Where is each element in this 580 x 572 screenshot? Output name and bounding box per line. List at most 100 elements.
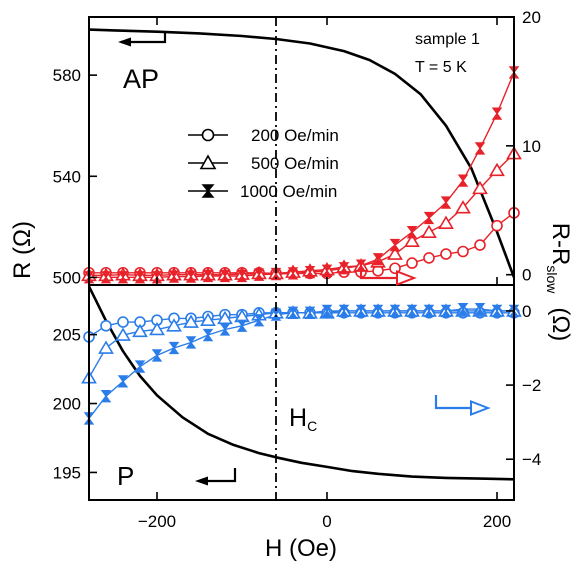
top-hourglass-marker	[134, 271, 146, 284]
bottom-annotations: HC P	[117, 395, 491, 491]
bottom-left-tick-label: 195	[53, 463, 81, 482]
bottom-series-markers-layer	[81, 302, 522, 425]
legend-label-500: 500 Oe/min	[251, 154, 339, 173]
top-circle-marker	[474, 239, 486, 251]
bottom-hourglass-marker	[236, 319, 248, 332]
bottom-triangle-marker	[132, 323, 148, 338]
top-series-line-0	[89, 212, 515, 275]
hc-label: HC	[289, 404, 317, 434]
legend-triangle-icon	[199, 154, 217, 170]
bottom-hourglass-marker	[117, 375, 129, 388]
bottom-hourglass-marker	[474, 302, 486, 316]
top-triangle-marker	[404, 233, 420, 247]
bottom-hourglass-marker	[168, 341, 180, 355]
bottom-hourglass-marker	[491, 304, 503, 318]
x-tick-label: −200	[138, 512, 176, 531]
legend-label-200: 200 Oe/min	[251, 126, 339, 145]
top-triangle-marker	[455, 200, 471, 214]
top-left-tick-label: 540	[53, 167, 81, 186]
axis-titles: H (Oe) R (Ω) R-Rslow(Ω)	[9, 221, 574, 562]
left-y-axis-title: R (Ω)	[9, 221, 36, 279]
top-left-tick-label: 500	[53, 268, 81, 287]
bottom-hourglass-marker	[219, 323, 231, 336]
bottom-hourglass-marker	[389, 304, 401, 318]
top-hourglass-marker	[236, 269, 248, 283]
bottom-hourglass-marker	[270, 308, 282, 321]
bottom-right-arrow-head	[470, 400, 491, 416]
legend-entry-1000: 1000 Oe/min	[188, 182, 337, 201]
bottom-hourglass-marker	[185, 336, 197, 349]
bottom-right-arrow	[434, 395, 472, 410]
bottom-hourglass-marker	[355, 304, 367, 318]
x-axis-title: H (Oe)	[265, 535, 337, 562]
bottom-triangle-marker	[166, 318, 182, 332]
bottom-hourglass-marker	[304, 306, 316, 319]
top-hourglass-marker	[219, 269, 231, 283]
top-panel: 500 540 580 0 10 20	[53, 8, 541, 287]
top-hourglass-marker	[168, 270, 180, 283]
top-right-tick-label: 0	[522, 266, 531, 285]
bottom-hourglass-marker	[321, 304, 333, 318]
top-hourglass-marker	[185, 270, 197, 283]
top-hourglass-marker	[253, 268, 265, 281]
top-triangle-marker	[421, 224, 437, 238]
top-black-curve	[88, 28, 516, 278]
bottom-hourglass-marker	[287, 306, 299, 319]
bottom-circle-marker	[100, 319, 112, 332]
bottom-triangle-marker	[200, 312, 216, 327]
top-circle-marker	[491, 219, 503, 232]
bottom-hourglass-marker	[134, 360, 146, 373]
bottom-triangle-marker	[98, 340, 114, 354]
top-circle-marker	[423, 252, 435, 264]
p-state-label: P	[117, 461, 134, 491]
x-tick-label: 0	[322, 512, 331, 531]
top-hourglass-marker	[423, 211, 435, 225]
top-hourglass-marker	[491, 107, 503, 120]
bottom-hourglass-marker	[202, 328, 214, 342]
bottom-plot-frame	[88, 284, 515, 501]
ap-left-arrow	[121, 32, 167, 44]
sample-label: sample 1	[415, 31, 480, 48]
x-tick-label: 200	[483, 512, 511, 531]
top-hourglass-marker	[338, 262, 350, 275]
ap-left-arrow-head	[118, 37, 131, 47]
top-triangle-marker	[387, 246, 403, 260]
top-circle-marker	[440, 248, 452, 260]
top-hourglass-marker	[474, 142, 486, 155]
bottom-left-tick-label: 200	[53, 395, 81, 414]
top-left-tick-label: 580	[53, 66, 81, 85]
legend-label-1000: 1000 Oe/min	[240, 182, 337, 201]
bottom-hourglass-marker	[423, 304, 435, 318]
top-series-lines-layer	[89, 72, 515, 278]
top-hourglass-marker	[304, 265, 316, 279]
top-triangle-marker	[438, 215, 454, 229]
top-hourglass-marker	[440, 196, 452, 209]
legend: 200 Oe/min 500 Oe/min 1000 Oe/min	[188, 126, 339, 201]
p-left-arrow	[200, 468, 237, 483]
bottom-hourglass-marker	[372, 304, 384, 318]
top-circle-marker	[457, 245, 469, 258]
top-hourglass-marker	[457, 174, 469, 187]
top-hourglass-marker	[389, 238, 401, 252]
top-hourglass-marker	[287, 267, 299, 280]
bottom-panel: 195 200 205 0 −2 −4 −200 0 200	[53, 285, 542, 531]
top-right-tick-label: 10	[522, 137, 541, 156]
top-plot-frame	[88, 16, 515, 286]
top-hourglass-marker	[372, 253, 384, 266]
p-left-arrow-head	[195, 476, 208, 486]
top-right-arrow	[359, 265, 398, 280]
top-hourglass-marker	[406, 226, 418, 239]
bottom-hourglass-marker	[457, 302, 469, 316]
top-triangle-marker	[472, 180, 488, 195]
top-series-markers-layer	[81, 66, 522, 284]
top-circle-marker	[406, 257, 418, 269]
bottom-right-tick-label: −2	[522, 376, 541, 395]
top-black-curve-layer	[88, 28, 516, 278]
top-hourglass-marker	[100, 271, 112, 284]
bottom-left-tick-label: 205	[53, 326, 81, 345]
top-series-line-2	[89, 72, 515, 278]
bottom-hourglass-marker	[100, 390, 112, 403]
bottom-circle-marker	[117, 316, 129, 328]
bottom-ticks-layer: 195 200 205 0 −2 −4 −200 0 200	[53, 302, 542, 531]
